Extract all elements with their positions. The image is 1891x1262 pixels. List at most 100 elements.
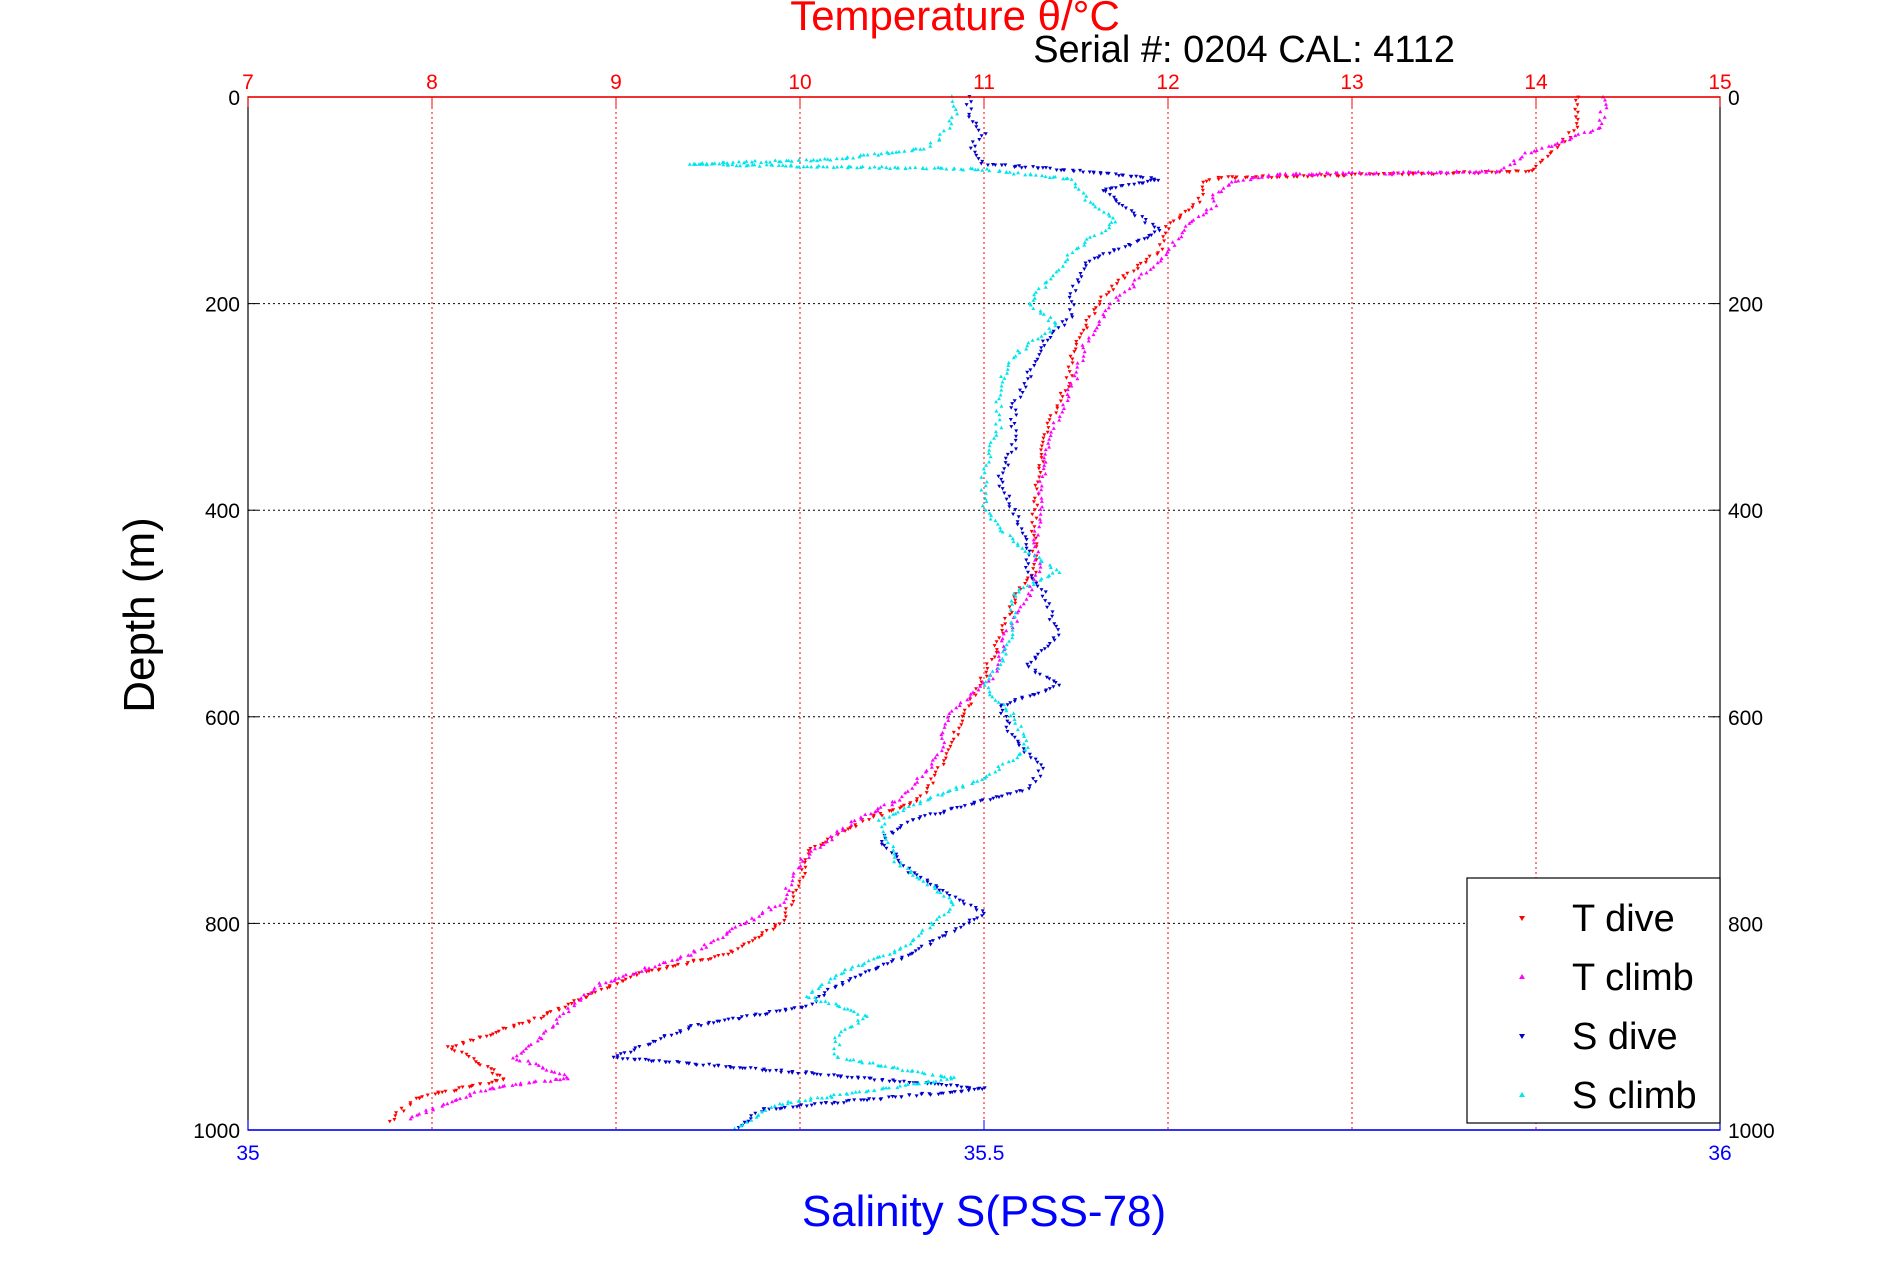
data-point [623, 972, 628, 977]
data-point [558, 1077, 563, 1082]
data-point [1148, 178, 1153, 183]
data-point [859, 1098, 863, 1102]
data-point [1367, 171, 1372, 175]
data-point [807, 995, 811, 1000]
data-point [1396, 171, 1401, 175]
data-point [1032, 693, 1037, 697]
data-point [849, 967, 853, 971]
data-point [1000, 530, 1005, 534]
data-point [1259, 175, 1264, 179]
data-point [879, 1064, 884, 1068]
data-point [1114, 199, 1119, 204]
data-point [1015, 520, 1020, 524]
data-point [1032, 292, 1037, 297]
data-point [1067, 370, 1072, 374]
data-point [998, 393, 1003, 397]
data-point [569, 1002, 574, 1006]
data-point [1603, 98, 1607, 102]
data-point [988, 798, 993, 802]
data-point [1084, 264, 1088, 268]
data-point [1243, 176, 1248, 180]
data-point [921, 879, 926, 883]
data-point [716, 937, 720, 941]
data-point [494, 1031, 499, 1035]
data-point [930, 758, 935, 762]
data-point [1018, 395, 1023, 400]
data-point [816, 986, 821, 990]
data-point [949, 807, 953, 811]
data-point [860, 819, 865, 824]
data-point [1151, 265, 1156, 269]
data-point [1098, 172, 1103, 176]
data-point [1013, 164, 1018, 169]
data-point [488, 1086, 492, 1091]
data-point [928, 144, 933, 148]
data-point [1093, 306, 1098, 310]
data-point [993, 518, 998, 523]
data-point [1012, 399, 1017, 403]
data-point [940, 934, 945, 938]
data-point [805, 164, 810, 169]
data-point [825, 837, 830, 842]
data-point [1138, 261, 1143, 266]
data-point [1039, 456, 1044, 460]
data-point [1015, 522, 1020, 527]
data-point [1076, 280, 1081, 285]
data-point [804, 994, 809, 999]
data-point [903, 943, 908, 948]
data-point [957, 898, 962, 903]
data-point [1065, 387, 1070, 392]
data-point [1180, 230, 1185, 235]
data-point [1219, 189, 1224, 193]
data-point [1132, 278, 1137, 282]
data-point [721, 953, 726, 957]
data-point [815, 165, 820, 169]
data-point [1070, 284, 1075, 289]
data-point [1082, 240, 1087, 244]
data-point [1540, 158, 1545, 163]
data-point [815, 1095, 820, 1100]
data-point [944, 931, 949, 935]
data-point [472, 1057, 476, 1061]
data-point [811, 157, 816, 162]
data-point [807, 852, 812, 856]
data-point [830, 837, 835, 842]
data-point [980, 909, 985, 913]
data-point [536, 1063, 541, 1067]
data-point [863, 812, 868, 816]
data-point [1084, 194, 1089, 198]
data-point [1020, 546, 1025, 550]
data-point [561, 1011, 566, 1015]
data-point [1026, 562, 1031, 566]
data-point [905, 1068, 910, 1073]
data-point [1191, 203, 1196, 207]
data-point [1598, 109, 1603, 114]
data-point [1005, 367, 1010, 371]
x-top-tick-label: 8 [426, 71, 438, 94]
data-point [1035, 503, 1040, 508]
data-point [1055, 406, 1060, 411]
data-point [513, 1082, 518, 1086]
data-point [1068, 381, 1073, 385]
data-point [1474, 169, 1479, 174]
data-point [928, 882, 933, 887]
data-point [1033, 757, 1038, 762]
data-point [1001, 644, 1006, 648]
data-point [880, 1086, 884, 1091]
data-point [1111, 288, 1116, 292]
data-point [951, 104, 956, 108]
data-point [807, 855, 811, 859]
data-point [903, 166, 908, 171]
data-point [1305, 175, 1310, 179]
data-point [1025, 343, 1030, 348]
data-point [1241, 178, 1246, 182]
data-point [1147, 254, 1152, 259]
data-point [1039, 499, 1044, 503]
data-point [843, 967, 847, 971]
data-point [969, 100, 974, 104]
data-point [401, 1109, 406, 1113]
data-point [928, 777, 933, 781]
data-point [973, 144, 978, 149]
data-point [1020, 531, 1025, 536]
data-point [1131, 211, 1136, 216]
